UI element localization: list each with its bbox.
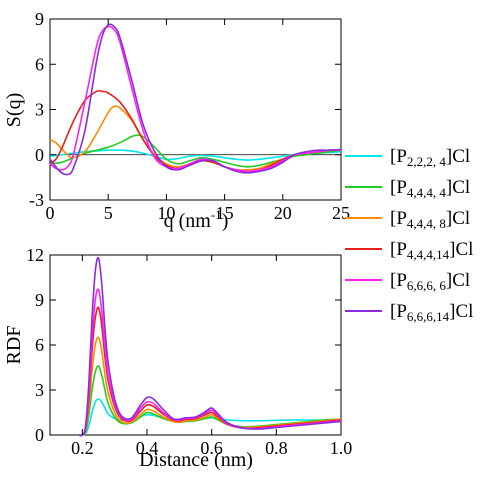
rdf-y-tick-label: 6 <box>35 335 44 355</box>
legend-label: [P4,4,4, 8]Cl <box>390 208 470 231</box>
legend-label-subscript: 2,2,2, 4 <box>407 154 447 169</box>
rdf-series-line-5 <box>78 288 342 437</box>
sq-x-tick-label: 15 <box>216 203 234 223</box>
legend-label-subscript: 4,4,4,14 <box>407 247 450 262</box>
rdf-y-tick-label: 0 <box>35 425 44 445</box>
sq-x-axis-label: q (nm-1) <box>164 207 229 232</box>
sq-y-tick-label: 0 <box>35 145 44 165</box>
rdf-x-tick-label: 0.8 <box>265 438 288 458</box>
legend-label: [P6,6,6, 6]Cl <box>390 270 470 293</box>
sq-x-axis-label-exponent: -1 <box>211 207 222 222</box>
rdf-y-axis-label: RDF <box>3 326 25 365</box>
legend-label: [P2,2,2, 4]Cl <box>390 146 470 169</box>
legend-item: [P6,6,6,14]Cl <box>345 301 473 324</box>
legend-item: [P4,4,4, 4]Cl <box>345 177 470 200</box>
legend-item: [P6,6,6, 6]Cl <box>345 270 470 293</box>
rdf-axis-ticks: 0.2 0.4 0.6 0.8 1.0 0 3 6 9 12 <box>26 245 352 458</box>
rdf-chart: 0.2 0.4 0.6 0.8 1.0 0 3 6 9 12 RDF Distance (nm) <box>3 245 352 471</box>
legend-label: [P6,6,6,14]Cl <box>390 301 473 324</box>
sq-y-tick-label: 6 <box>35 54 44 74</box>
legend-label-subscript: 4,4,4, 8 <box>407 216 446 231</box>
sq-x-tick-label: 20 <box>274 203 292 223</box>
sq-series-line-6 <box>49 23 342 176</box>
sq-x-tick-label: 5 <box>104 203 113 223</box>
rdf-x-axis-label: Distance (nm) <box>139 449 253 471</box>
rdf-series-line-6 <box>78 256 342 437</box>
legend-label-subscript: 4,4,4, 4 <box>407 185 447 200</box>
legend-label-subscript: 6,6,6,14 <box>407 309 450 324</box>
rdf-x-tick-label: 0.2 <box>71 438 94 458</box>
rdf-x-tick-label: 0.6 <box>200 438 223 458</box>
legend-item: [P2,2,2, 4]Cl <box>345 146 470 169</box>
rdf-y-tick-label: 9 <box>35 290 44 310</box>
sq-y-tick-label: -3 <box>29 190 44 210</box>
rdf-series-lines <box>78 256 342 437</box>
sq-x-tick-label: 0 <box>46 203 55 223</box>
legend-label: [P4,4,4, 4]Cl <box>390 177 470 200</box>
sq-series-lines <box>49 23 342 176</box>
sq-y-axis-label: S(q) <box>3 93 25 127</box>
legend-item: [P4,4,4, 8]Cl <box>345 208 470 231</box>
legend: [P2,2,2, 4]Cl [P4,4,4, 4]Cl [P4,4,4, 8]Cl [… <box>345 146 473 324</box>
sq-y-tick-label: 3 <box>35 100 44 120</box>
rdf-y-tick-label: 3 <box>35 380 44 400</box>
rdf-x-tick-label: 1.0 <box>330 438 353 458</box>
legend-label: [P4,4,4,14]Cl <box>390 239 473 262</box>
sq-x-tick-label: 25 <box>332 203 350 223</box>
legend-item: [P4,4,4,14]Cl <box>345 239 473 262</box>
sq-series-line-5 <box>49 25 342 173</box>
sq-x-tick-label: 10 <box>157 203 175 223</box>
rdf-y-tick-label: 12 <box>26 245 44 265</box>
rdf-series-line-4 <box>78 306 342 437</box>
legend-label-subscript: 6,6,6, 6 <box>407 278 447 293</box>
rdf-x-tick-label: 0.4 <box>136 438 159 458</box>
sq-y-tick-label: 9 <box>35 9 44 29</box>
sq-plot-frame <box>49 18 342 201</box>
